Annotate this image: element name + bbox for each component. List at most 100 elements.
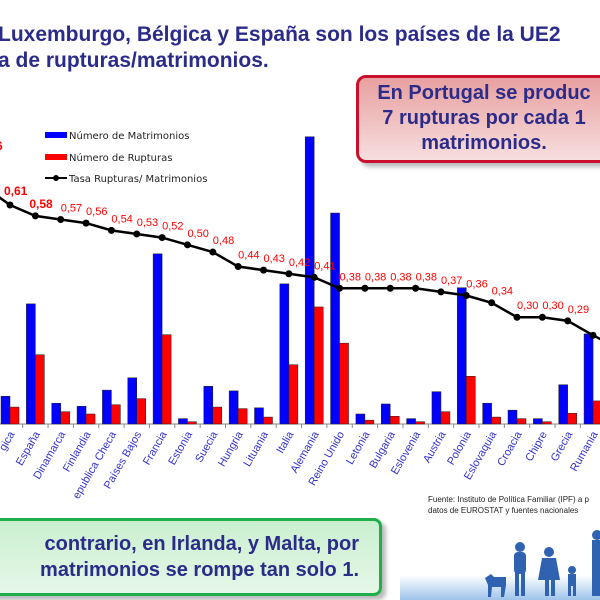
- rate-point: [234, 263, 242, 271]
- rate-label: 0,50: [187, 228, 208, 240]
- source-line-1: Fuente: Instituto de Política Familiar (…: [428, 495, 589, 504]
- bar-rupturas: [60, 411, 70, 425]
- rate-label: 0,42: [289, 257, 310, 269]
- bar-matrimonios: [457, 287, 467, 425]
- rate-point: [285, 270, 293, 278]
- legend-swatch-rupturas: [45, 154, 67, 160]
- rate-point: [6, 201, 14, 209]
- bar-matrimonios: [0, 396, 11, 425]
- bar-matrimonios: [127, 377, 137, 425]
- irlanda-malta-callout: contrario, en Irlanda, y Malta, por matr…: [0, 518, 382, 596]
- irlanda-callout-line-2: matrimonios se rompe tan solo 1.: [40, 559, 359, 581]
- rate-label: 0,37: [441, 275, 462, 287]
- rate-point: [564, 317, 572, 325]
- rate-label: 0,53: [137, 217, 158, 229]
- rate-point: [31, 212, 39, 220]
- rate-label: 0,38: [365, 271, 386, 283]
- rate-point: [107, 226, 115, 234]
- rate-label: 0,52: [162, 221, 183, 233]
- rate-point: [462, 292, 470, 299]
- rate-label: 0,29: [568, 304, 589, 316]
- bar-rupturas: [339, 342, 349, 425]
- legend-label: Número de Matrimonios: [69, 130, 189, 142]
- bar-rupturas: [212, 406, 223, 425]
- bar-matrimonios: [203, 386, 214, 425]
- legend-label: Tasa Rupturas/ Matrimonios: [68, 174, 207, 185]
- rate-label: 0,54: [111, 213, 132, 225]
- rate-point: [183, 241, 191, 249]
- bar-matrimonios: [482, 402, 492, 425]
- legend-marker-tasa: [53, 175, 59, 181]
- portugal-callout-line-1: En Portugal se produc: [377, 82, 591, 104]
- rate-label: 0,44: [238, 250, 259, 262]
- bar-matrimonios: [76, 406, 87, 425]
- bar-rupturas: [364, 419, 375, 425]
- rate-point: [437, 288, 445, 296]
- portugal-callout-line-3: matrimonios.: [421, 132, 547, 154]
- bar-rupturas: [491, 416, 501, 425]
- category-label: Grecia: [549, 429, 576, 464]
- source-note: Fuente: Instituto de Política Familiar (…: [428, 494, 589, 516]
- category-label: Lituania: [241, 429, 271, 469]
- source-line-2: datos de EUROSTAT y fuentes nacionales: [428, 506, 579, 515]
- category-label: Italia: [274, 429, 296, 456]
- bar-rupturas: [263, 416, 273, 425]
- rate-label: 0,56: [86, 206, 107, 218]
- bar-rupturas: [35, 354, 45, 425]
- bar-matrimonios: [330, 212, 340, 425]
- rate-point: [260, 266, 267, 274]
- bar-rupturas: [516, 418, 527, 425]
- bar-matrimonios: [152, 253, 163, 425]
- bar-rupturas: [85, 413, 96, 425]
- rate-line: [0, 196, 600, 341]
- bar-matrimonios: [533, 418, 543, 425]
- bar-matrimonios: [381, 403, 391, 425]
- category-label: Austria: [421, 429, 449, 465]
- bar-rupturas: [313, 306, 324, 425]
- rate-point: [82, 219, 90, 227]
- rate-label: 0,48: [213, 235, 234, 247]
- bar-rupturas: [466, 376, 476, 425]
- rate-point: [488, 299, 496, 307]
- rate-point: [361, 284, 369, 292]
- rate-point: [386, 284, 394, 292]
- rate-label: 0,38: [340, 271, 361, 283]
- bar-rupturas: [567, 412, 577, 425]
- rate-point: [158, 234, 166, 242]
- rate-label: 0,38: [416, 271, 437, 283]
- rate-point: [589, 331, 597, 339]
- title-line-2: a de rupturas/matrimonios.: [0, 49, 269, 72]
- rate-label: 0,43: [264, 253, 285, 265]
- rate-label: 0,41: [314, 260, 335, 272]
- rate-point: [513, 313, 521, 321]
- rate-point: [209, 248, 217, 256]
- category-label: Croacia: [495, 429, 525, 469]
- bar-rupturas: [542, 421, 552, 425]
- rate-label: 0,34: [492, 286, 513, 298]
- rate-label: 0,57: [61, 202, 82, 214]
- portugal-callout-line-2: 7 rupturas por cada 1: [382, 107, 586, 129]
- bar-rupturas: [187, 421, 197, 425]
- category-label: Chipre: [523, 430, 550, 464]
- bar-matrimonios: [178, 418, 188, 425]
- legend-label: Número de Rupturas: [69, 152, 172, 164]
- bar-matrimonios: [51, 402, 61, 425]
- bar-matrimonios: [583, 333, 594, 425]
- bar-matrimonios: [406, 418, 416, 425]
- rate-label: 0,58: [29, 197, 53, 211]
- bar-rupturas: [440, 411, 451, 425]
- bar-rupturas: [415, 421, 425, 425]
- bar-matrimonios: [279, 283, 290, 425]
- rate-label: 0,38: [390, 271, 411, 283]
- irlanda-callout-line-1: contrario, en Irlanda, y Malta, por: [44, 533, 359, 555]
- bar-matrimonios: [102, 389, 112, 425]
- bar-matrimonios: [431, 391, 442, 425]
- category-label: Estonia: [166, 429, 195, 468]
- rate-point: [336, 284, 344, 292]
- bar-rupturas: [390, 416, 400, 425]
- slide-title: Luxemburgo, Bélgica y España son los paí…: [0, 22, 561, 74]
- bar-rupturas: [9, 406, 20, 425]
- rate-label: 0,61: [4, 184, 28, 198]
- bar-rupturas: [288, 364, 299, 425]
